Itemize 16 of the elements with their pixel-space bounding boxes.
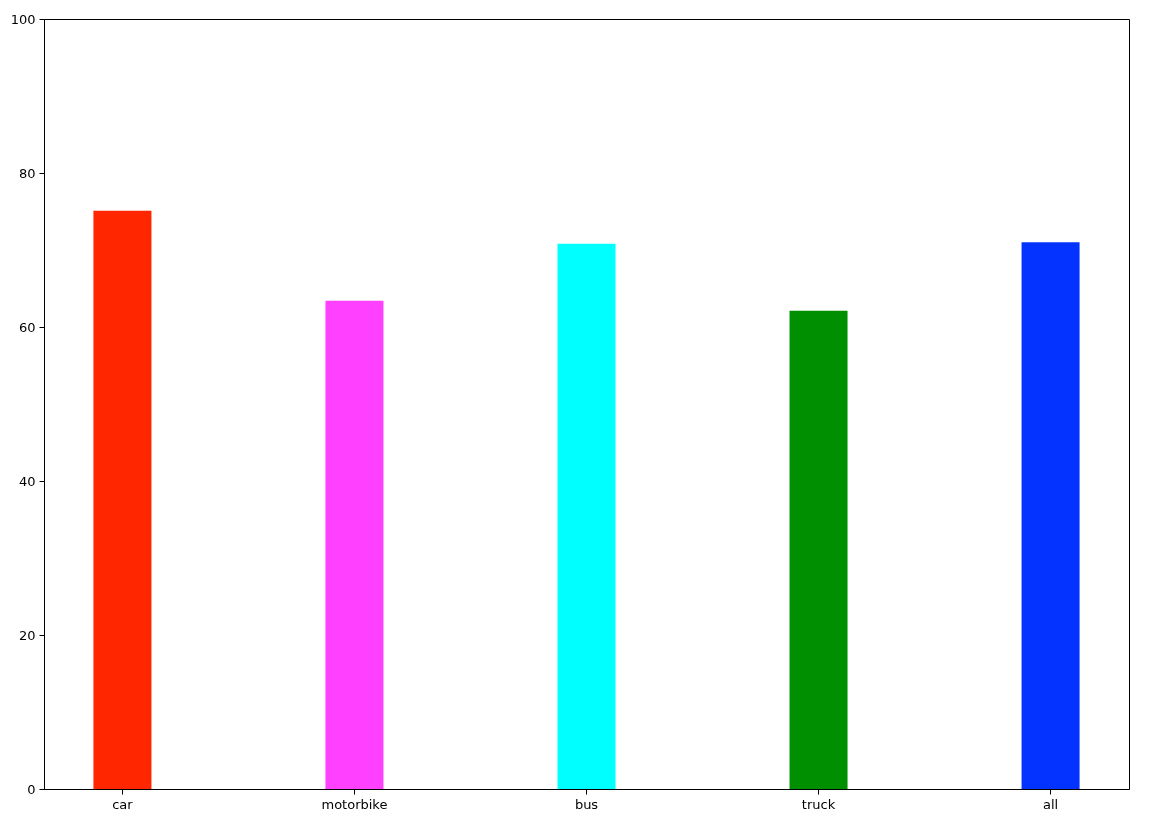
x-tick-label: car [112,796,134,812]
bar [557,243,616,789]
x-tick-label: all [1042,796,1059,812]
y-tick-label: 60 [18,319,36,335]
x-tick-label: bus [574,796,599,812]
bar [789,310,848,789]
y-tick-label: 0 [27,781,36,797]
y-tick-label: 20 [18,627,36,643]
bar [93,210,152,789]
bar [325,300,384,789]
bar [1021,242,1080,789]
y-tick-label: 100 [10,11,36,27]
x-tick-label: motorbike [321,796,388,812]
x-tick-label: truck [801,796,836,812]
y-tick-label: 40 [18,473,36,489]
y-tick-label: 80 [18,165,36,181]
